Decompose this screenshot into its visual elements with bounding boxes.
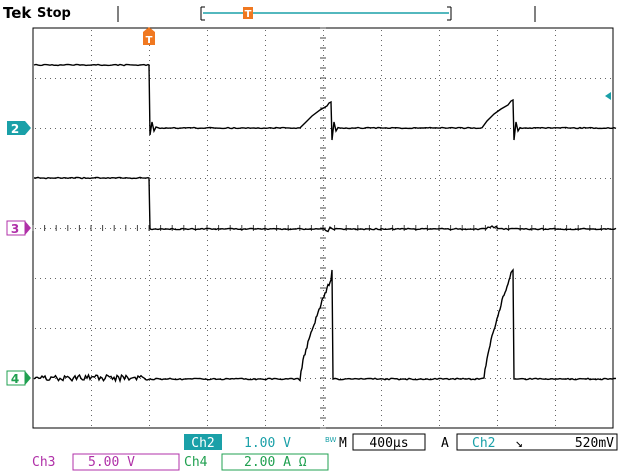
svg-text:2: 2 bbox=[11, 122, 19, 136]
readout-row-2: Ch3 5.00 V Ch4 2.00 A Ω bbox=[32, 454, 328, 470]
header-bar: Tek Stop T bbox=[3, 4, 535, 22]
trigger-prefix: A bbox=[441, 436, 449, 451]
ch3-scale: 5.00 V bbox=[88, 455, 135, 470]
bw-limit-mark: BW bbox=[325, 436, 337, 444]
trigger-level-arrow-icon bbox=[605, 92, 611, 100]
svg-text:3: 3 bbox=[11, 222, 19, 236]
brand-label: Tek bbox=[3, 4, 32, 22]
timebase-prefix: M bbox=[339, 436, 347, 451]
ch4-scale: 2.00 A Ω bbox=[244, 455, 307, 470]
trigger-level: 520mV bbox=[575, 436, 614, 451]
waveform-traces bbox=[34, 64, 616, 381]
svg-text:T: T bbox=[245, 9, 252, 20]
trigger-source: Ch2 bbox=[472, 436, 495, 451]
ch4-label: Ch4 bbox=[184, 455, 208, 470]
ch2-label: Ch2 bbox=[191, 436, 214, 451]
ch3-trace bbox=[34, 177, 616, 231]
svg-text:T: T bbox=[146, 35, 153, 46]
trigger-position-icon: T bbox=[143, 27, 155, 46]
readout-row-1: Ch2 1.00 V BW M 400µs A Ch2 ↘ 520mV bbox=[184, 434, 617, 451]
timebase-value: 400µs bbox=[369, 436, 408, 451]
svg-text:4: 4 bbox=[11, 372, 19, 386]
ch3-ground-marker-icon: 3 bbox=[7, 221, 31, 236]
ch2-ground-marker-icon: 2 bbox=[7, 121, 31, 136]
trigger-slope-icon: ↘ bbox=[515, 436, 523, 451]
ch2-scale: 1.00 V bbox=[244, 436, 291, 451]
run-state-label: Stop bbox=[37, 6, 71, 21]
record-trigger-icon: T bbox=[243, 7, 253, 20]
ch4-ground-marker-icon: 4 bbox=[7, 371, 31, 386]
ch4-trace bbox=[34, 270, 616, 381]
ch3-label: Ch3 bbox=[32, 455, 55, 470]
record-position-bar bbox=[201, 7, 451, 20]
